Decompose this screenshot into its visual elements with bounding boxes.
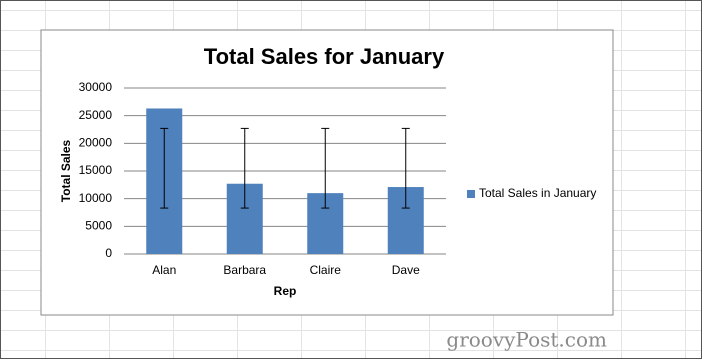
y-tick-label: 30000: [79, 80, 113, 94]
y-tick-label: 5000: [85, 219, 112, 233]
y-tick-label: 15000: [79, 163, 113, 177]
watermark: groovyPost.com: [446, 328, 607, 352]
x-tick-label: Alan: [152, 263, 176, 277]
legend-swatch: [467, 190, 475, 198]
y-tick-label: 10000: [79, 191, 113, 205]
x-tick-label: Claire: [310, 263, 342, 277]
x-tick-label: Barbara: [223, 263, 266, 277]
legend-label: Total Sales in January: [479, 186, 596, 200]
chart-area: [40, 29, 614, 316]
y-axis-label: Total Sales: [59, 139, 73, 202]
chart-title: Total Sales for January: [204, 44, 445, 69]
x-axis-label: Rep: [274, 284, 297, 298]
y-tick-label: 0: [105, 246, 112, 260]
y-tick-label: 25000: [79, 108, 113, 122]
x-tick-label: Dave: [392, 263, 420, 277]
y-tick-label: 20000: [79, 136, 113, 150]
